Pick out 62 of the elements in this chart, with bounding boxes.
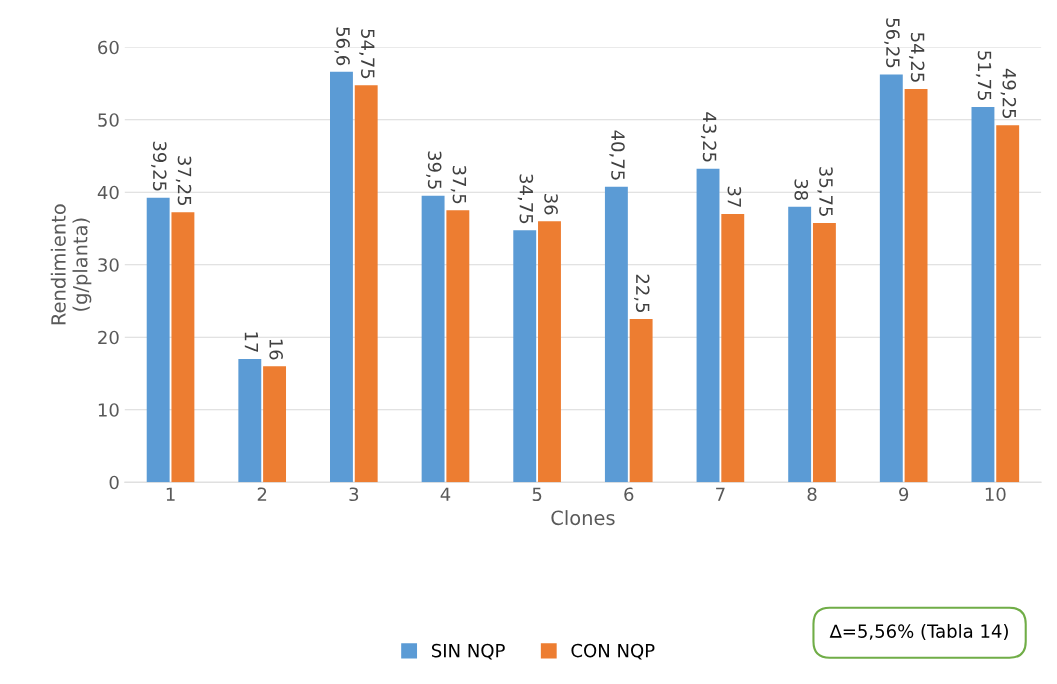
data-label: 37,5 <box>450 165 467 204</box>
y-tick-label: 20 <box>98 330 119 345</box>
bar <box>904 88 928 483</box>
x-tick-label: 10 <box>985 487 1006 502</box>
bar <box>696 168 720 483</box>
data-label: 39,25 <box>151 141 167 191</box>
data-label: 54,25 <box>908 33 925 82</box>
y-tick-label: 0 <box>109 475 119 490</box>
x-tick-label: 2 <box>257 487 267 501</box>
data-label: 37,25 <box>175 156 192 206</box>
data-label: 56,25 <box>884 18 900 68</box>
x-axis-title: Clones <box>551 510 615 526</box>
data-label: 16 <box>269 339 283 360</box>
x-tick-label: 8 <box>807 487 817 502</box>
bar <box>971 107 995 483</box>
legend-label: CON NQP <box>571 643 655 660</box>
x-tick-label: 6 <box>624 487 634 502</box>
data-label: 35,75 <box>817 167 833 216</box>
y-tick-label: 30 <box>98 258 119 272</box>
bar <box>788 206 812 483</box>
data-label: 56,6 <box>334 27 350 66</box>
bar <box>354 85 378 483</box>
bar <box>538 221 561 483</box>
y-tick-label: 40 <box>97 185 119 200</box>
data-label: 40,75 <box>609 130 625 180</box>
bar <box>421 195 445 483</box>
x-tick-label: 9 <box>899 487 909 502</box>
bar <box>171 212 195 483</box>
y-tick-label: 10 <box>98 403 119 417</box>
x-tick-label: 3 <box>349 487 359 502</box>
bar <box>812 223 836 483</box>
data-label: 51,75 <box>975 51 992 100</box>
bar <box>996 125 1020 483</box>
x-tick-label: 5 <box>532 487 542 502</box>
data-label: 37 <box>727 186 742 207</box>
y-tick-label: 60 <box>98 40 119 55</box>
x-tick-label: 4 <box>440 487 451 501</box>
data-label: 39,5 <box>426 151 442 189</box>
data-label: 38 <box>794 179 809 200</box>
bar <box>604 186 628 483</box>
legend-label: SIN NQP <box>431 643 505 660</box>
bar <box>446 210 470 483</box>
bar <box>629 319 653 483</box>
bar <box>513 230 537 483</box>
data-label: 36 <box>544 194 558 215</box>
x-tick-label: 1 <box>166 487 175 501</box>
bar <box>879 74 903 483</box>
y-tick-label: 50 <box>98 113 119 127</box>
bar <box>721 213 745 483</box>
data-label: 43,25 <box>700 112 717 162</box>
bar <box>263 366 287 483</box>
y-axis-title: Rendimiento (g/planta) <box>50 204 92 325</box>
bar <box>330 71 353 483</box>
bar <box>146 197 170 483</box>
data-label: 17 <box>244 332 258 352</box>
x-tick-label: 7 <box>716 487 725 501</box>
data-label: 49,25 <box>1000 68 1017 119</box>
text: ∆=5,56% (Tabla 14) <box>829 623 1008 641</box>
bar <box>238 358 262 483</box>
data-label: 54,75 <box>359 29 375 79</box>
data-label: 22,5 <box>634 274 650 312</box>
data-label: 34,75 <box>517 174 534 224</box>
